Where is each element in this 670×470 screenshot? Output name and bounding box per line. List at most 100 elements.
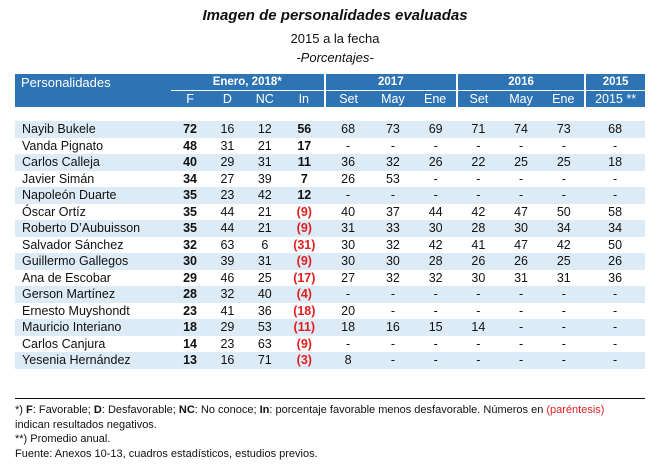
cell-e17: 15 <box>414 319 458 336</box>
cell-s16: 14 <box>457 319 500 336</box>
table-row: Salvador Sánchez 32 63 6 (31) 30 32 42 41 47 42 50 <box>15 236 645 253</box>
cell-m16: - <box>499 286 543 303</box>
cell-m16: - <box>499 137 543 154</box>
cell-e16: - <box>542 286 586 303</box>
cell-d: 63 <box>209 236 246 253</box>
cell-m16: 31 <box>499 269 543 286</box>
table-footnotes: *) F: Favorable; D: Desfavorable; NC: No… <box>15 398 645 461</box>
cell-m16: - <box>499 335 543 352</box>
cell-m16: 47 <box>499 203 543 220</box>
cell-s17: 31 <box>324 220 372 237</box>
cell-y15: - <box>585 187 645 204</box>
table-subtitle: 2015 a la fecha <box>290 31 380 46</box>
cell-e17: 28 <box>414 253 458 270</box>
cell-e16: 50 <box>542 203 586 220</box>
col-header-ene-2017: Ene <box>414 90 458 107</box>
cell-e17: - <box>414 137 458 154</box>
table-row: Javier Simán 34 27 39 7 26 53- - - - - <box>15 170 645 187</box>
cell-in: (9) <box>284 203 325 220</box>
cell-s17: - <box>324 137 372 154</box>
cell-s17: 26 <box>324 170 372 187</box>
cell-f: 35 <box>170 203 210 220</box>
footnote-legend: *) F: Favorable; D: Desfavorable; NC: No… <box>15 404 605 416</box>
cell-nc: 21 <box>245 203 284 220</box>
cell-s17: 40 <box>324 203 372 220</box>
cell-s16: - <box>457 170 500 187</box>
cell-in: (9) <box>284 253 325 270</box>
cell-y15: 34 <box>585 220 645 237</box>
cell-y15: 50 <box>585 236 645 253</box>
cell-s16: - <box>457 352 500 369</box>
cell-s16: - <box>457 137 500 154</box>
cell-in: (3) <box>284 352 325 369</box>
row-personality-name: Mauricio Interiano <box>15 319 171 336</box>
cell-y15: - <box>585 137 645 154</box>
cell-f: 35 <box>170 220 210 237</box>
col-header-set-2016: Set <box>456 90 500 107</box>
table-row: Mauricio Interiano 18 29 53 (11) 18 16 15 14- - - <box>15 319 645 336</box>
row-personality-name: Carlos Canjura <box>15 335 171 352</box>
cell-s16: 26 <box>457 253 500 270</box>
cell-s16: 42 <box>457 203 500 220</box>
cell-s16: 30 <box>457 269 500 286</box>
cell-e17: 30 <box>414 220 458 237</box>
cell-y15: - <box>585 352 645 369</box>
cell-nc: 42 <box>245 187 284 204</box>
table-units: -Porcentajes- <box>296 50 374 65</box>
cell-y15: - <box>585 302 645 319</box>
cell-f: 72 <box>170 121 210 138</box>
cell-d: 29 <box>209 154 246 171</box>
cell-s17: - <box>324 286 372 303</box>
cell-e17: - <box>414 352 458 369</box>
cell-m16: 25 <box>499 154 543 171</box>
cell-d: 31 <box>209 137 246 154</box>
cell-in: 11 <box>284 154 325 171</box>
table-row: Vanda Pignato 48 31 21 17- - - - - - - <box>15 137 645 154</box>
cell-e16: - <box>542 137 586 154</box>
table-row: Ernesto Muyshondt 23 41 36 (18) 20- - - - - - <box>15 302 645 319</box>
cell-m17: 32 <box>371 236 415 253</box>
cell-nc: 40 <box>245 286 284 303</box>
row-personality-name: Salvador Sánchez <box>15 236 171 253</box>
cell-e17: - <box>414 302 458 319</box>
cell-y15: 68 <box>585 121 645 138</box>
cell-f: 18 <box>170 319 210 336</box>
cell-m16: - <box>499 187 543 204</box>
cell-m16: 74 <box>499 121 543 138</box>
cell-m17: - <box>371 302 415 319</box>
cell-in: (31) <box>284 236 325 253</box>
cell-s17: - <box>324 335 372 352</box>
cell-d: 39 <box>209 253 246 270</box>
row-personality-name: Javier Simán <box>15 170 171 187</box>
cell-s17: 18 <box>324 319 372 336</box>
col-header-ene-2016: Ene <box>542 90 586 107</box>
cell-f: 14 <box>170 335 210 352</box>
cell-s16: 41 <box>457 236 500 253</box>
cell-m16: - <box>499 170 543 187</box>
table-row: Carlos Calleja 40 29 31 11 36 32 26 22 25 25 18 <box>15 154 645 171</box>
cell-e17: - <box>414 170 458 187</box>
cell-y15: 58 <box>585 203 645 220</box>
cell-s17: 30 <box>324 253 372 270</box>
cell-m17: - <box>371 286 415 303</box>
cell-d: 44 <box>209 203 246 220</box>
table-row: Roberto D’Aubuisson 35 44 21 (9) 31 33 30 28 30 34… <box>15 220 645 237</box>
cell-e16: 42 <box>542 236 586 253</box>
row-personality-name: Roberto D’Aubuisson <box>15 220 171 237</box>
cell-in: 17 <box>284 137 325 154</box>
row-personality-name: Vanda Pignato <box>15 137 171 154</box>
cell-e16: 34 <box>542 220 586 237</box>
cell-y15: - <box>585 319 645 336</box>
cell-s17: 20 <box>324 302 372 319</box>
cell-y15: - <box>585 335 645 352</box>
cell-s16: 22 <box>457 154 500 171</box>
col-header-2015-avg: 2015 ** <box>584 90 645 107</box>
header-group-2017: 2017 <box>323 74 458 91</box>
cell-s16: - <box>457 286 500 303</box>
cell-m16: 30 <box>499 220 543 237</box>
cell-m16: 26 <box>499 253 543 270</box>
cell-in: (17) <box>284 269 325 286</box>
cell-e16: - <box>542 187 586 204</box>
cell-f: 28 <box>170 286 210 303</box>
cell-e17: 42 <box>414 236 458 253</box>
